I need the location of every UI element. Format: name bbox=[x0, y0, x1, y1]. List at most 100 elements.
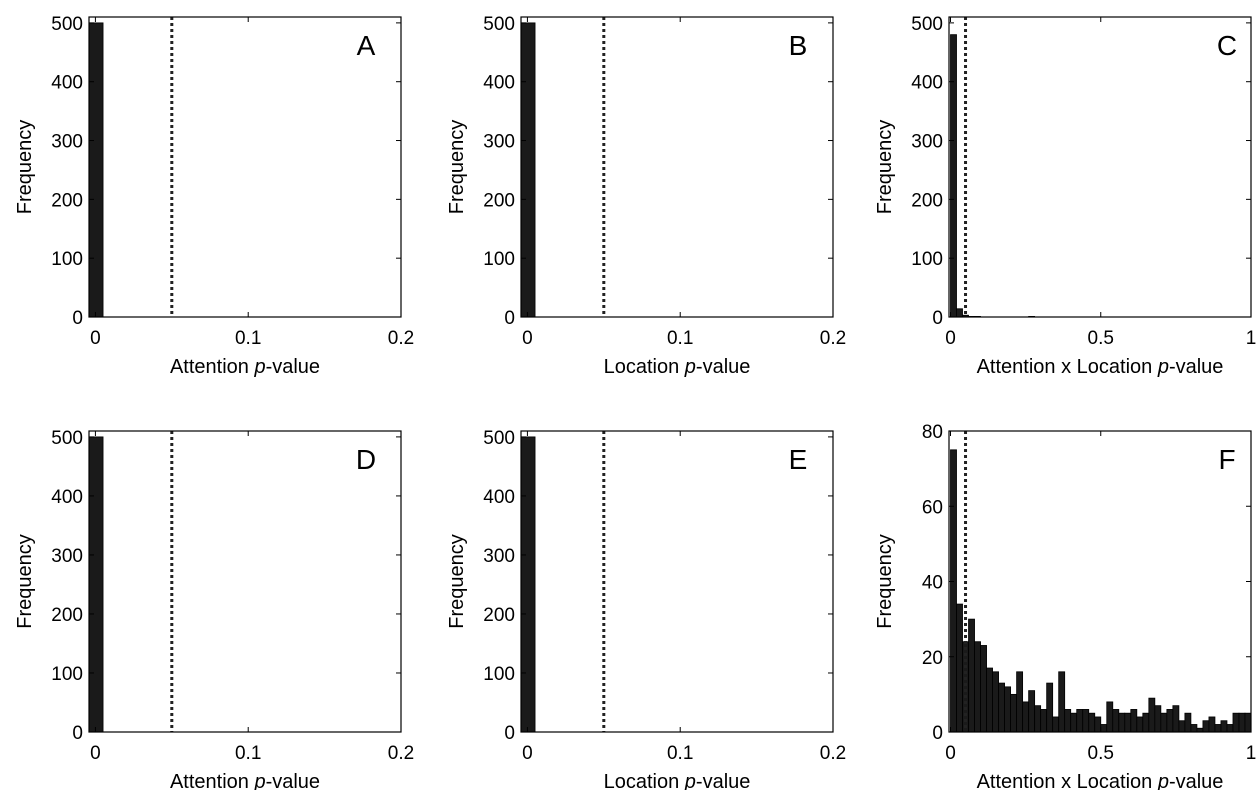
panel-label: B bbox=[789, 30, 808, 61]
x-axis-label-italic: p bbox=[684, 771, 696, 790]
y-tick-label: 0 bbox=[504, 308, 515, 329]
x-tick-label: 1 bbox=[1246, 743, 1257, 764]
histogram-bar bbox=[1010, 693, 1018, 732]
x-tick-label: 0.1 bbox=[235, 328, 261, 349]
x-axis-label-italic: p bbox=[684, 356, 696, 378]
y-axis-label: Frequency bbox=[14, 534, 36, 629]
panel-d: 0 100 200 300 400 500 0 0.1 0.2 Attention p-value… bbox=[14, 428, 414, 790]
histogram-bars bbox=[521, 22, 536, 317]
y-tick-label: 500 bbox=[483, 428, 515, 449]
y-tick-label: 0 bbox=[932, 723, 943, 744]
histogram-bar bbox=[1232, 712, 1240, 732]
panel-a: 0 100 200 300 400 500 0 0.1 0.2 Attention p-value… bbox=[14, 14, 414, 378]
panel-e: 0 100 200 300 400 500 0 0.1 0.2 Location p-value F… bbox=[446, 428, 846, 790]
y-tick-label: 400 bbox=[483, 487, 515, 508]
x-tick-label: 0.1 bbox=[235, 743, 261, 764]
y-tick-label: 0 bbox=[72, 308, 83, 329]
axes-frame bbox=[88, 16, 402, 318]
y-tick-label: 80 bbox=[922, 422, 943, 443]
y-tick-label: 0 bbox=[932, 308, 943, 329]
x-tick-label: 0 bbox=[945, 328, 956, 349]
histogram-bar bbox=[1058, 671, 1066, 732]
x-tick-label: 0.1 bbox=[667, 328, 693, 349]
y-tick-label: 400 bbox=[51, 487, 83, 508]
histogram-bar bbox=[1082, 709, 1090, 732]
y-tick-label: 300 bbox=[483, 132, 515, 153]
panel-b: 0 100 200 300 400 500 0 0.1 0.2 Location p-value F… bbox=[446, 14, 846, 378]
x-axis-label-italic: p bbox=[253, 771, 265, 790]
histogram-bar bbox=[89, 22, 104, 317]
x-axis-label: Attention p-value bbox=[170, 356, 320, 378]
x-axis-label-text: Attention x Location bbox=[977, 356, 1158, 378]
y-tick-label: 200 bbox=[483, 190, 515, 211]
histogram-bar bbox=[1238, 712, 1246, 732]
y-tick-label: 20 bbox=[922, 648, 943, 669]
histogram-bar bbox=[1016, 671, 1024, 732]
x-axis-label-text: Attention bbox=[170, 771, 255, 790]
panel-c: 0 100 200 300 400 500 0 0.5 1 Attention x Locatio… bbox=[874, 14, 1256, 378]
panel-f: 0 20 40 60 80 0 0.5 1 Attention x Location p-val… bbox=[874, 422, 1256, 790]
x-axis-label: Location p-value bbox=[604, 771, 751, 790]
histogram-bar bbox=[1094, 716, 1102, 732]
histogram-bar bbox=[1088, 712, 1096, 732]
x-tick-label: 0.2 bbox=[388, 328, 414, 349]
histogram-bar bbox=[1064, 709, 1072, 732]
histogram-bar bbox=[1220, 720, 1228, 732]
histogram-bar bbox=[1160, 712, 1168, 732]
histogram-bar bbox=[1076, 709, 1084, 732]
x-tick-label: 0 bbox=[522, 328, 533, 349]
histogram-bar bbox=[1166, 709, 1174, 732]
histogram-bar bbox=[1046, 682, 1054, 732]
x-axis-label-text: Attention x Location bbox=[977, 771, 1158, 790]
x-axis-label: Attention x Location p-value bbox=[977, 356, 1224, 378]
x-tick-label: 0.5 bbox=[1088, 743, 1114, 764]
histogram-bars bbox=[89, 436, 104, 732]
x-tick-label: 0.2 bbox=[820, 328, 846, 349]
x-axis-label-text: Location bbox=[604, 771, 685, 790]
histogram-bars bbox=[950, 34, 1036, 317]
axes-frame bbox=[948, 16, 1252, 318]
x-tick-label: 0.5 bbox=[1088, 328, 1114, 349]
histogram-bar bbox=[1034, 705, 1042, 732]
histogram-bar bbox=[1118, 712, 1126, 732]
histogram-bar bbox=[992, 671, 999, 732]
y-tick-label: 40 bbox=[922, 573, 943, 594]
histogram-bar bbox=[1214, 724, 1222, 732]
x-axis-label-italic: p bbox=[1157, 356, 1169, 378]
histogram-bar bbox=[998, 682, 1005, 732]
histogram-bar bbox=[968, 618, 975, 732]
histogram-bar bbox=[1004, 686, 1012, 732]
panel-label: D bbox=[356, 444, 376, 475]
histogram-bar bbox=[1052, 716, 1060, 732]
y-axis-label: Frequency bbox=[446, 120, 468, 215]
histogram-bar bbox=[1244, 712, 1251, 732]
y-tick-label: 400 bbox=[483, 73, 515, 94]
x-axis-label-suffix: -value bbox=[1169, 356, 1223, 378]
x-axis-label: Attention x Location p-value bbox=[977, 771, 1224, 790]
x-axis-label: Location p-value bbox=[604, 356, 751, 378]
histogram-bar bbox=[1112, 709, 1120, 732]
y-tick-label: 200 bbox=[911, 190, 943, 211]
x-tick-label: 0 bbox=[522, 743, 533, 764]
y-tick-label: 200 bbox=[51, 190, 83, 211]
histogram-bar bbox=[521, 22, 536, 317]
panel-label: E bbox=[789, 444, 808, 475]
histogram-bar bbox=[1100, 724, 1108, 732]
x-tick-label: 1 bbox=[1246, 328, 1257, 349]
x-tick-label: 0 bbox=[90, 328, 101, 349]
histogram-bar bbox=[1028, 690, 1036, 732]
x-axis-label-suffix: -value bbox=[1169, 771, 1223, 790]
histogram-bar bbox=[1184, 712, 1192, 732]
x-axis-label-suffix: -value bbox=[696, 356, 750, 378]
y-tick-label: 500 bbox=[483, 14, 515, 35]
histogram-bar bbox=[1208, 716, 1216, 732]
x-axis-label-suffix: -value bbox=[266, 356, 320, 378]
x-tick-label: 0 bbox=[90, 743, 101, 764]
histogram-bar bbox=[1202, 720, 1210, 732]
y-tick-label: 300 bbox=[51, 546, 83, 567]
histogram-bar bbox=[1142, 712, 1150, 732]
y-tick-label: 200 bbox=[483, 605, 515, 626]
histogram-bar bbox=[89, 436, 104, 732]
histogram-bar bbox=[956, 308, 963, 317]
